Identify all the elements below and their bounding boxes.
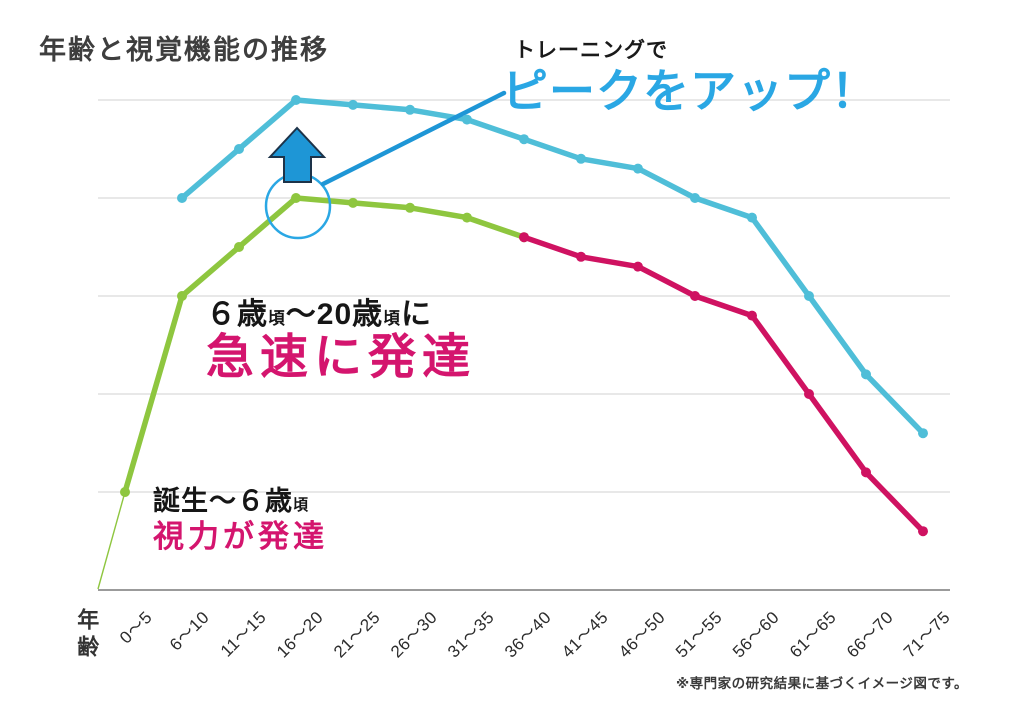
data-point-green <box>348 197 358 208</box>
rapid-age-start-suffix: 頃 <box>268 309 286 328</box>
data-point-cyan <box>519 134 529 145</box>
data-point-green <box>405 202 415 213</box>
data-point-pink <box>861 467 871 478</box>
series-leadin-green <box>97 491 126 590</box>
data-point-pink <box>918 526 928 537</box>
data-point-pink <box>747 310 757 321</box>
rapid-age-particle: に <box>400 298 432 331</box>
data-point-cyan <box>177 193 187 203</box>
footnote: ※専門家の研究結果に基づくイメージ図です。 <box>675 676 968 691</box>
data-point-pink <box>804 389 814 399</box>
page-title: 年齢と視覚機能の推移 <box>39 35 329 65</box>
rapid-age-end: ～20歳 <box>285 298 384 331</box>
data-point-pink <box>690 291 700 301</box>
data-point-green <box>291 193 301 203</box>
birth-development-headline: 視力が発達 <box>153 519 328 554</box>
series-line-green <box>122 195 527 495</box>
data-point-cyan <box>861 369 871 380</box>
data-point-cyan <box>690 193 700 203</box>
training-annotation: トレーニングで ピークをアップ！ <box>502 40 878 115</box>
data-point-cyan <box>633 163 643 174</box>
data-point-cyan <box>576 153 586 164</box>
training-annotation-line1: トレーニングで <box>514 39 668 62</box>
rapid-annotation-ages: ６歳頃～20歳頃に <box>206 300 476 330</box>
data-point-cyan <box>291 95 301 105</box>
birth-age-range: 誕生～６歳 <box>153 486 293 516</box>
data-point-cyan <box>405 104 415 115</box>
data-point-pink <box>576 251 586 262</box>
data-point-green <box>234 242 244 252</box>
rapid-development-annotation: ６歳頃～20歳頃に 急速に発達 <box>206 300 476 382</box>
rapid-development-headline: 急速に発達 <box>206 331 477 384</box>
data-point-cyan <box>747 212 757 223</box>
data-point-pink <box>633 261 643 272</box>
up-arrow-icon <box>267 126 327 183</box>
rapid-age-start: ６歳 <box>206 298 268 331</box>
callout-line <box>320 90 507 187</box>
data-point-pink <box>519 232 529 243</box>
series-line-cyan <box>179 97 926 436</box>
data-point-cyan <box>804 291 814 301</box>
data-point-green <box>462 212 472 223</box>
data-point-green <box>177 291 187 301</box>
peak-highlight-circle <box>264 172 332 240</box>
birth-age-suffix: 頃 <box>293 497 310 514</box>
data-point-green <box>120 487 130 497</box>
data-point-cyan <box>234 144 244 154</box>
birth-annotation-ages: 誕生～６歳頃 <box>153 488 328 515</box>
data-point-cyan <box>462 114 472 125</box>
peak-up-headline: ピークをアップ！ <box>502 65 878 117</box>
birth-annotation: 誕生～６歳頃 視力が発達 <box>153 488 328 554</box>
series-line-pink <box>521 234 926 534</box>
rapid-age-end-suffix: 頃 <box>383 309 401 328</box>
data-point-cyan <box>918 428 928 439</box>
data-point-cyan <box>348 99 358 110</box>
x-axis-title: 年齢 <box>74 608 100 662</box>
